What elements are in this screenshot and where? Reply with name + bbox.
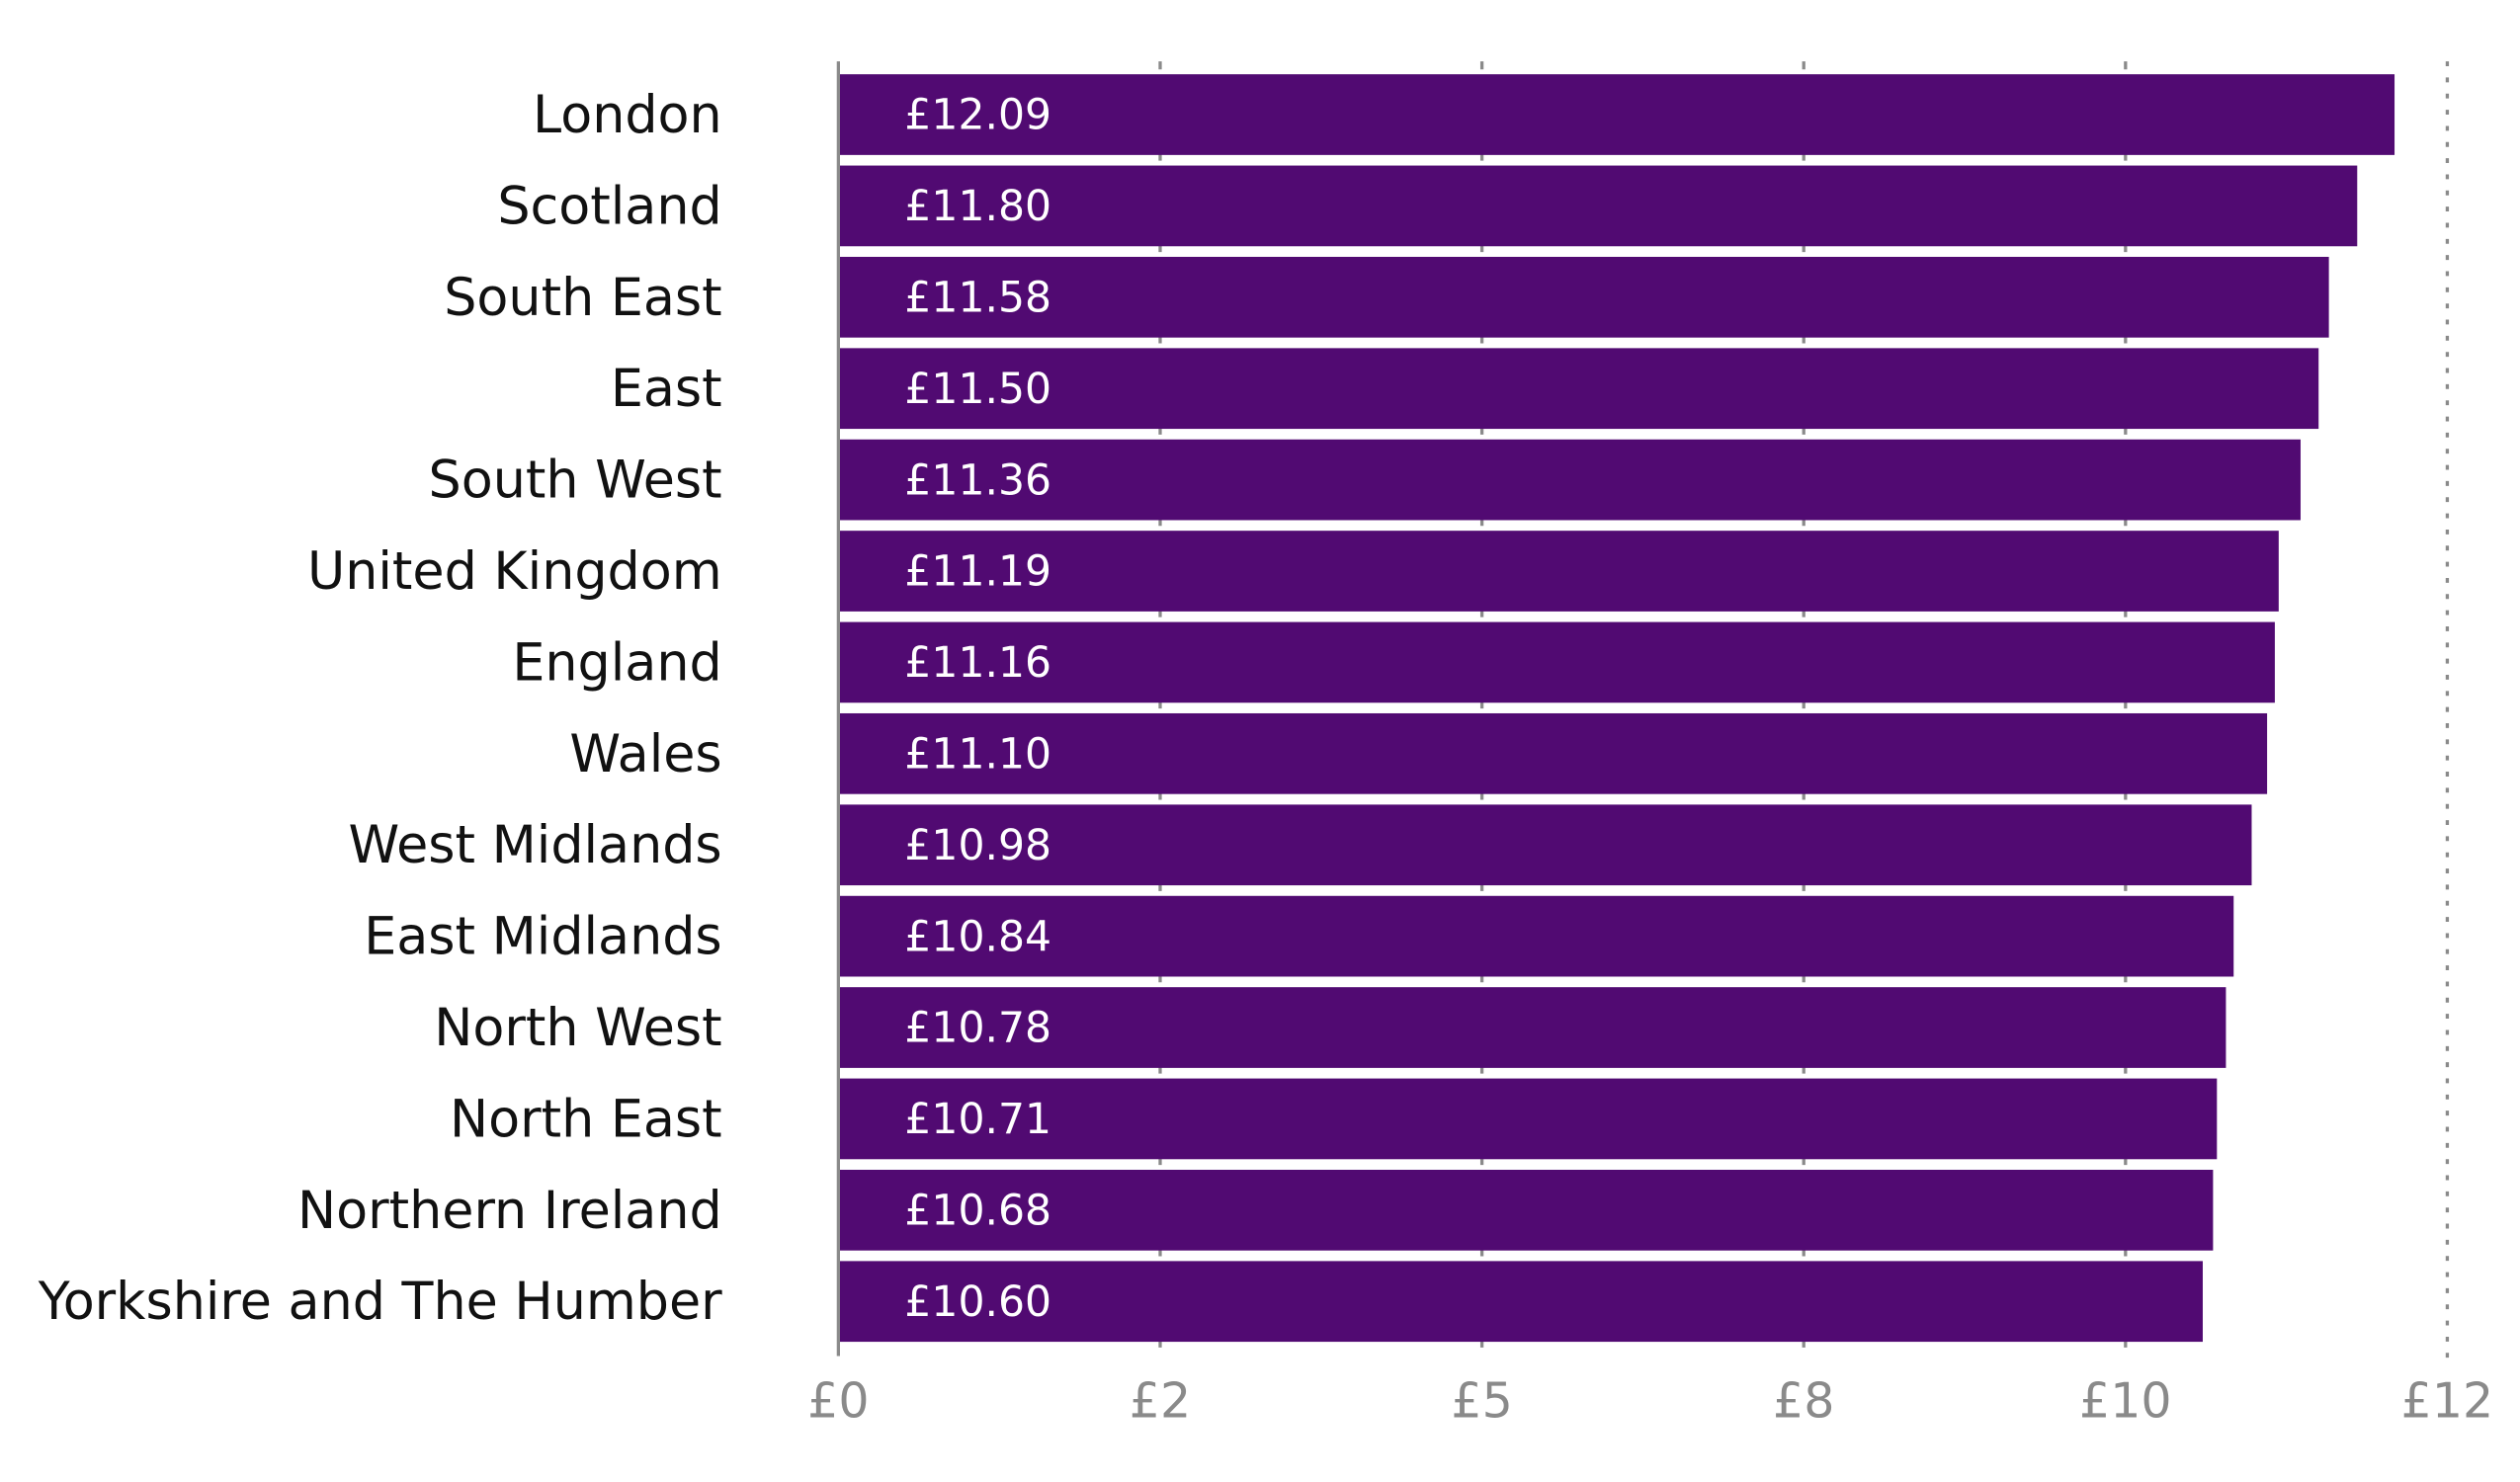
category-label: North West (434, 998, 721, 1058)
bar (840, 348, 2319, 430)
bar-value-label: £10.98 (904, 822, 1051, 870)
bar-value-label: £11.16 (904, 639, 1051, 688)
bar-value-label: £11.80 (904, 183, 1051, 231)
category-label: Scotland (497, 176, 721, 236)
x-tick-label: £8 (1773, 1372, 1834, 1430)
bar-value-label: £10.60 (904, 1278, 1051, 1327)
bar-value-label: £12.09 (904, 92, 1051, 140)
category-label: London (533, 85, 722, 145)
category-label: North East (450, 1089, 722, 1149)
bar-value-label: £11.58 (904, 275, 1051, 323)
bar (840, 987, 2226, 1068)
bar (840, 531, 2279, 612)
category-label: West Midlands (348, 815, 721, 875)
category-labels: London Scotland South East East South West Un… (38, 85, 722, 1332)
x-tick-label: £5 (1451, 1372, 1512, 1430)
x-tick-label: £0 (807, 1372, 869, 1430)
bars: £12.09 £11.80 £11.58 £11.50 £11.36 £11.19 £11.… (840, 74, 2395, 1343)
bar (840, 895, 2234, 977)
category-label: England (512, 632, 721, 693)
x-tick-label: £12 (2401, 1372, 2494, 1430)
bar-value-label: £10.68 (904, 1188, 1051, 1236)
bar (840, 439, 2301, 521)
bar-value-label: £11.10 (904, 731, 1051, 780)
grid (1158, 61, 2450, 1364)
bar (840, 165, 2358, 247)
bar-value-label: £11.19 (904, 548, 1051, 597)
bar-value-label: £10.71 (904, 1096, 1051, 1144)
category-label: Wales (569, 724, 721, 784)
category-label: East (611, 359, 722, 419)
category-label: South West (429, 451, 722, 511)
bar (840, 1169, 2214, 1251)
x-tick-labels: £0 £2 £5 £8 £10 £12 (807, 1372, 2493, 1430)
bar-value-label: £11.50 (904, 366, 1051, 414)
category-label: East Midlands (364, 907, 721, 967)
bar-value-label: £11.36 (904, 456, 1051, 505)
category-label: Yorkshire and The Humber (38, 1272, 722, 1332)
bar-value-label: £10.84 (904, 913, 1051, 961)
category-label: Northern Ireland (297, 1181, 722, 1241)
bar-value-label: £10.78 (904, 1005, 1051, 1053)
bar (840, 74, 2395, 155)
bar (840, 804, 2252, 886)
x-tick-label: £2 (1130, 1372, 1191, 1430)
bar (840, 712, 2268, 794)
x-tick-label: £10 (2079, 1372, 2172, 1430)
category-label: United Kingdom (307, 541, 722, 602)
bar (840, 1078, 2218, 1160)
bar (840, 621, 2275, 703)
bar (840, 1261, 2203, 1343)
category-label: South East (444, 268, 721, 328)
bar (840, 256, 2329, 338)
